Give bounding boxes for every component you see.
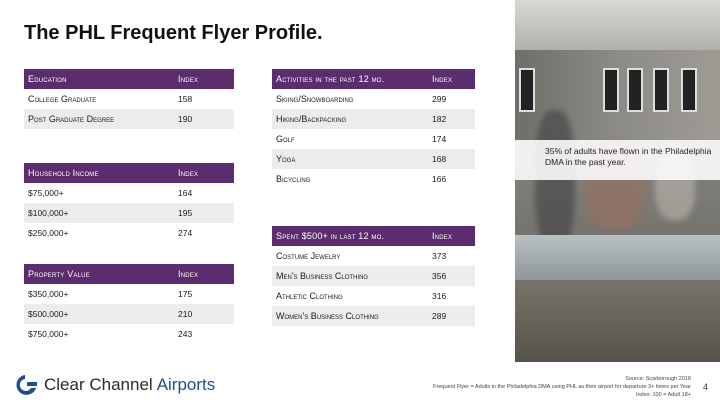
table-row: Bicycling 166 xyxy=(272,169,475,189)
callout-overlay xyxy=(515,140,720,180)
logo-brand: Clear Channel xyxy=(44,375,153,394)
clear-channel-airports-logo: Clear Channel Airports xyxy=(12,373,215,397)
table-row: Skiing/Snowboarding 299 xyxy=(272,89,475,109)
row-index: 316 xyxy=(432,286,475,306)
row-index: 356 xyxy=(432,266,475,286)
header-label: Property Value xyxy=(24,264,178,284)
row-index: 373 xyxy=(432,246,475,266)
table-header: Education Index xyxy=(24,69,234,89)
header-index: Index xyxy=(432,69,475,89)
header-index: Index xyxy=(178,264,234,284)
table-row: $75,000+ 164 xyxy=(24,183,234,203)
table-row: $350,000+ 175 xyxy=(24,284,234,304)
table-row: Athletic Clothing 316 xyxy=(272,286,475,306)
property-table: Property Value Index $350,000+ 175 $500,… xyxy=(24,264,234,344)
photo-floor xyxy=(515,280,720,362)
row-label: Yoga xyxy=(272,149,432,169)
slide-title: The PHL Frequent Flyer Profile. xyxy=(24,22,323,44)
row-index: 175 xyxy=(178,284,234,304)
table-row: $750,000+ 243 xyxy=(24,324,234,344)
row-label: Hiking/Backpacking xyxy=(272,109,432,129)
activities-table: Activities in the past 12 mo. Index Skii… xyxy=(272,69,475,189)
row-label: Skiing/Snowboarding xyxy=(272,89,432,109)
logo-brand-airports: Airports xyxy=(156,375,216,394)
row-label: $750,000+ xyxy=(24,324,178,344)
header-index: Index xyxy=(432,226,475,246)
poster-frame xyxy=(519,68,535,112)
poster-frame xyxy=(653,68,669,112)
row-label: $350,000+ xyxy=(24,284,178,304)
row-index: 299 xyxy=(432,89,475,109)
header-label: Education xyxy=(24,69,178,89)
row-label: Golf xyxy=(272,129,432,149)
header-label: Spent $500+ in last 12 mo. xyxy=(272,226,432,246)
header-label: Activities in the past 12 mo. xyxy=(272,69,432,89)
row-index: 182 xyxy=(432,109,475,129)
table-row: $500,000+ 210 xyxy=(24,304,234,324)
photo-moving-walkway xyxy=(515,235,720,280)
clear-channel-swoosh-icon xyxy=(16,375,37,395)
row-index: 168 xyxy=(432,149,475,169)
footnote-definition: Frequent Flyer = Adults in the Philadelp… xyxy=(433,384,691,390)
row-label: Men's Business Clothing xyxy=(272,266,432,286)
source-footnote: Source: Scarborough 2018 Frequent Flyer … xyxy=(331,375,691,399)
table-row: Hiking/Backpacking 182 xyxy=(272,109,475,129)
table-header: Spent $500+ in last 12 mo. Index xyxy=(272,226,475,246)
poster-frame xyxy=(603,68,619,112)
header-index: Index xyxy=(178,69,234,89)
row-index: 274 xyxy=(178,223,234,243)
callout-text: 35% of adults have flown in the Philadel… xyxy=(545,146,712,167)
income-table: Household Income Index $75,000+ 164 $100… xyxy=(24,163,234,243)
education-table: Education Index College Graduate 158 Pos… xyxy=(24,69,234,129)
table-row: Women's Business Clothing 289 xyxy=(272,306,475,326)
table-header: Household Income Index xyxy=(24,163,234,183)
row-label: Athletic Clothing xyxy=(272,286,432,306)
row-index: 158 xyxy=(178,89,234,109)
row-label: $75,000+ xyxy=(24,183,178,203)
row-label: Women's Business Clothing xyxy=(272,306,432,326)
table-row: Men's Business Clothing 356 xyxy=(272,266,475,286)
poster-frame xyxy=(681,68,697,112)
row-label: $250,000+ xyxy=(24,223,178,243)
page-number: 4 xyxy=(703,382,709,392)
row-label: $100,000+ xyxy=(24,203,178,223)
spent-table: Spent $500+ in last 12 mo. Index Costume… xyxy=(272,226,475,326)
row-label: Post Graduate Degree xyxy=(24,109,178,129)
row-index: 190 xyxy=(178,109,234,129)
row-index: 195 xyxy=(178,203,234,223)
table-row: College Graduate 158 xyxy=(24,89,234,109)
poster-frame xyxy=(627,68,643,112)
table-row: Post Graduate Degree 190 xyxy=(24,109,234,129)
table-header: Property Value Index xyxy=(24,264,234,284)
table-header: Activities in the past 12 mo. Index xyxy=(272,69,475,89)
row-index: 289 xyxy=(432,306,475,326)
row-index: 243 xyxy=(178,324,234,344)
footnote-source: Source: Scarborough 2018 xyxy=(625,376,691,382)
header-index: Index xyxy=(178,163,234,183)
table-row: Yoga 168 xyxy=(272,149,475,169)
row-index: 210 xyxy=(178,304,234,324)
row-label: Bicycling xyxy=(272,169,432,189)
table-row: Costume Jewelry 373 xyxy=(272,246,475,266)
row-index: 166 xyxy=(432,169,475,189)
row-label: Costume Jewelry xyxy=(272,246,432,266)
row-index: 164 xyxy=(178,183,234,203)
row-label: $500,000+ xyxy=(24,304,178,324)
row-index: 174 xyxy=(432,129,475,149)
table-row: Golf 174 xyxy=(272,129,475,149)
footnote-index: Index: 100 = Adult 18+ xyxy=(635,392,691,398)
table-row: $100,000+ 195 xyxy=(24,203,234,223)
airport-concourse-photo xyxy=(515,0,720,362)
motion-blur-figure xyxy=(535,110,575,250)
header-label: Household Income xyxy=(24,163,178,183)
row-label: College Graduate xyxy=(24,89,178,109)
table-row: $250,000+ 274 xyxy=(24,223,234,243)
